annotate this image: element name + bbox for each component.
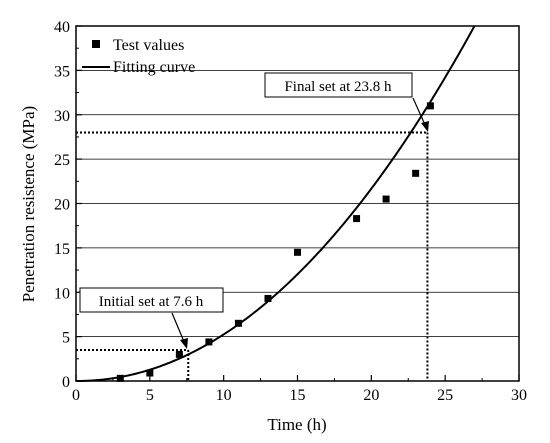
y-tick-label: 20: [54, 197, 70, 214]
data-point-test-value: [175, 350, 183, 358]
y-tick-label: 15: [54, 241, 70, 258]
y-tick-label: 0: [62, 374, 70, 391]
x-axis-title: Time (h): [267, 415, 326, 434]
data-point-test-value: [294, 248, 301, 256]
data-point-test-value: [412, 169, 420, 177]
data-point-test-value: [234, 319, 242, 327]
y-tick-label: 10: [54, 285, 70, 302]
annotation-final-set-box: [264, 72, 413, 98]
data-point-test-value: [264, 294, 272, 302]
annotation-initial-set: Initial set at 7.6 h: [79, 287, 224, 349]
annotation-final-set-arrow: [412, 97, 427, 128]
data-point-test-value: [426, 102, 434, 110]
x-tick-label: 20: [363, 387, 379, 404]
reference-lines: [76, 131, 429, 381]
annotation-initial-set-arrowhead: [180, 338, 188, 349]
legend: Test values Fitting curve: [82, 37, 195, 76]
x-tick-label: 5: [146, 387, 154, 404]
annotation-final-set-arrowhead: [421, 121, 429, 132]
annotation-final-set-text: Final set at 23.8 h: [284, 79, 392, 95]
x-tick-label: 0: [72, 387, 80, 404]
y-tick-label: 5: [62, 330, 70, 347]
legend-label-test-values: Test values: [113, 37, 184, 54]
y-axis-title: Penetration resistence (MPa): [19, 106, 38, 302]
annotation-final-set: Final set at 23.8 h: [264, 72, 429, 132]
x-tick-label: 25: [437, 387, 453, 404]
data-point-test-value: [146, 369, 154, 377]
x-tick-label: 10: [216, 387, 232, 404]
legend-label-fitting-curve: Fitting curve: [113, 59, 195, 76]
data-point-test-value: [116, 374, 124, 382]
axes: [75, 25, 520, 382]
x-tick-label: 30: [511, 387, 527, 404]
legend-marker-test-values: [92, 40, 100, 48]
tick-labels: 0 5 10 15 20 25 30 0 5 10 15 20 25 30 35 40: [54, 19, 527, 404]
annotation-initial-set-text: Initial set at 7.6 h: [99, 294, 204, 310]
y-tick-label: 35: [54, 63, 70, 80]
data-point-test-value: [353, 215, 361, 223]
data-point-test-value: [205, 338, 213, 346]
annotation-initial-set-arrow: [171, 312, 186, 345]
y-tick-label: 30: [54, 108, 70, 125]
data-point-test-value: [382, 195, 390, 203]
x-tick-label: 15: [290, 387, 306, 404]
fitting-curve-line: [76, 25, 476, 382]
y-tick-label: 25: [54, 152, 70, 169]
y-tick-label: 40: [54, 19, 70, 36]
test-values-layer: [116, 102, 434, 382]
annotation-initial-set-box: [79, 287, 224, 313]
fitting-curve-layer: [76, 25, 476, 382]
